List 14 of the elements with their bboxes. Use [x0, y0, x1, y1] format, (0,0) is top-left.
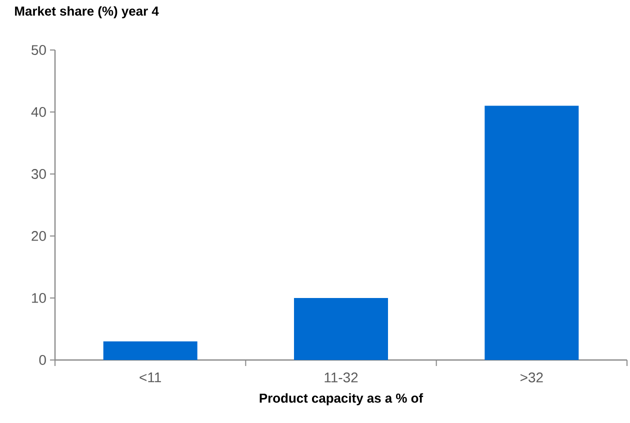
- x-tick-label: <11: [140, 372, 161, 382]
- y-tick-label: 30: [32, 169, 46, 179]
- chart-title: Market share (%) year 4: [15, 6, 159, 18]
- y-tick-label: 50: [32, 45, 46, 55]
- x-tick-label: 11-32: [324, 372, 358, 382]
- bar: [484, 106, 579, 360]
- y-tick-label: 40: [31, 107, 46, 117]
- y-tick-label: 0: [39, 355, 46, 365]
- y-tick-label: 10: [32, 293, 46, 303]
- bar: [294, 298, 388, 360]
- bar: [103, 341, 198, 360]
- y-tick-label: 20: [32, 231, 46, 241]
- x-axis-title: Product capacity as a % of: [260, 393, 424, 406]
- x-tick-label: >32: [520, 372, 543, 382]
